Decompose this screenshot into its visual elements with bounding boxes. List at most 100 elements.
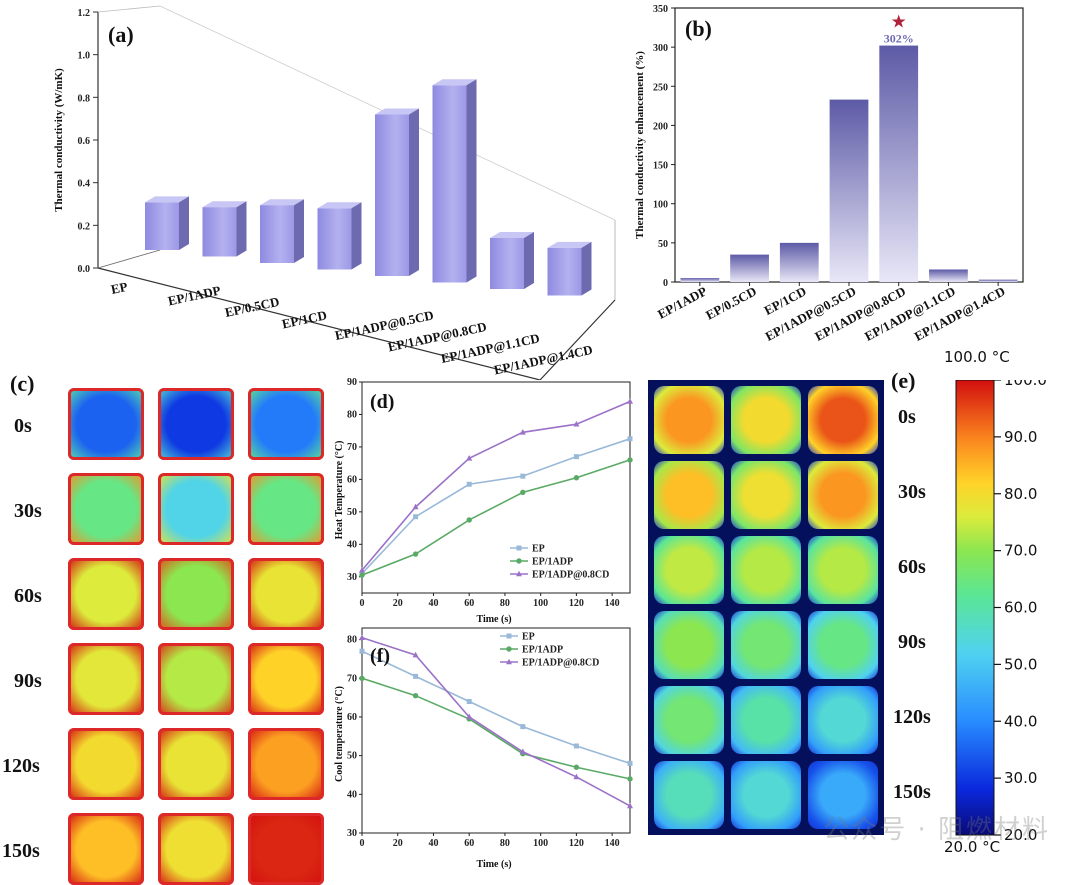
chart-d-legend-label: EP/1ADP xyxy=(532,557,573,568)
chart-d-point xyxy=(466,517,472,523)
chart-f-point xyxy=(573,764,580,770)
thermal-e-sample xyxy=(731,386,801,454)
colorbar-tick-label: 30.0 xyxy=(1004,769,1037,787)
chart-d-plot: 0 20 40 60 80 100 120 140 30 40 50 60 70 80 90 EP EP/1AD… xyxy=(347,377,633,609)
chart-d-xtick: 100 xyxy=(533,598,548,609)
chart-b-bars xyxy=(680,45,1018,282)
chart-d-point xyxy=(412,503,419,510)
thermal-e-sample xyxy=(731,686,801,754)
thermal-e-sample xyxy=(731,611,801,679)
thermal-c-sample xyxy=(248,813,324,885)
chart-a-bar xyxy=(202,201,247,257)
colorbar-tick-label: 90.0 xyxy=(1004,428,1037,446)
chart-d-point xyxy=(466,481,472,487)
chart-d-point xyxy=(573,420,580,427)
chart-d-point xyxy=(627,436,633,442)
panel-label-a: (a) xyxy=(108,22,134,47)
chart-f-point xyxy=(466,713,473,720)
chart-a-ytick: 0.6 xyxy=(78,136,91,147)
chart-f-ytick: 60 xyxy=(347,712,357,723)
chart-f-point xyxy=(627,802,633,809)
panel-label-b: (b) xyxy=(685,16,712,41)
colorbar-tick-label: 20.0 xyxy=(1004,826,1037,840)
chart-f-point xyxy=(573,743,579,749)
thermal-e-sample xyxy=(731,461,801,529)
chart-d-xtick: 60 xyxy=(464,598,474,609)
chart-d-xtick: 140 xyxy=(605,598,620,609)
thermal-c-sample xyxy=(248,728,324,800)
thermal-e-sample xyxy=(808,686,878,754)
thermal-c-time-label: 90s xyxy=(14,670,42,692)
chart-b-bar xyxy=(929,269,968,282)
thermal-e-time-label: 120s xyxy=(893,706,931,728)
colorbar-tick-label: 80.0 xyxy=(1004,485,1037,503)
chart-f-xtick: 120 xyxy=(569,838,584,849)
chart-b-category-label: EP/1ADP xyxy=(655,283,709,321)
thermal-e-grid xyxy=(654,386,878,829)
thermal-e-time-label: 90s xyxy=(898,631,926,653)
chart-f-point xyxy=(359,675,365,681)
thermal-e-sample xyxy=(654,686,724,754)
chart-b-category-label: EP/0.5CD xyxy=(703,283,759,322)
colorbar-tick-label: 50.0 xyxy=(1004,655,1037,673)
thermal-c-sample xyxy=(158,728,234,800)
chart-f-ylabel: Cool temperature (°C) xyxy=(334,686,345,782)
chart-f-point xyxy=(520,724,526,730)
chart-f-ytick: 30 xyxy=(347,828,357,839)
chart-b-ytick: 300 xyxy=(653,43,668,54)
chart-f: 0 20 40 60 80 100 120 140 30 40 50 60 70 80 EP EP/1ADP E… xyxy=(334,627,633,870)
thermal-c-sample xyxy=(248,558,324,630)
chart-b-ytick: 350 xyxy=(653,4,668,15)
chart-f-series-line xyxy=(361,677,631,780)
thermal-c-time-label: 60s xyxy=(14,585,42,607)
chart-d-ytick: 30 xyxy=(347,572,357,583)
chart-a-bar xyxy=(317,202,362,270)
chart-b-ytick: 50 xyxy=(658,239,668,250)
chart-b-ytick: 250 xyxy=(653,82,668,93)
chart-b-bar xyxy=(779,242,819,282)
chart-d-xtick: 0 xyxy=(360,598,365,609)
chart-f-xtick: 40 xyxy=(428,838,438,849)
chart-b: (b) 0 50 100 150 200 250 300 350 EP/1ADPEP/0.5C… xyxy=(634,4,1024,344)
chart-d: 0 20 40 60 80 100 120 140 30 40 50 60 70 80 90 EP EP/1AD… xyxy=(334,377,633,625)
chart-a: (a) 0.0 0.2 0.4 0.6 0.8 1.0 1.2 EP EP/1ADP EP/0.… xyxy=(53,5,616,380)
chart-f-point xyxy=(413,673,419,679)
chart-d-point xyxy=(627,398,633,404)
chart-d-point xyxy=(520,473,526,479)
thermal-c-sample xyxy=(158,643,234,715)
thermal-c-sample xyxy=(248,643,324,715)
chart-a-bar xyxy=(260,199,304,263)
thermal-c-time-label: 0s xyxy=(14,415,32,437)
thermal-c-sample xyxy=(248,388,324,460)
chart-d-legend-marker xyxy=(516,570,522,577)
thermal-e-sample xyxy=(731,761,801,829)
chart-f-ytick: 50 xyxy=(347,751,357,762)
colorbar-tick-label: 100.0 xyxy=(1004,380,1047,389)
chart-f-xtick: 20 xyxy=(393,838,403,849)
thermal-c-sample xyxy=(68,558,144,630)
chart-d-legend-label: EP xyxy=(532,544,545,555)
thermal-c-time-label: 30s xyxy=(14,500,42,522)
chart-d-point xyxy=(519,429,526,435)
chart-d-point xyxy=(573,454,579,460)
chart-d-point xyxy=(413,514,419,520)
chart-d-point xyxy=(520,489,526,496)
chart-b-bar xyxy=(978,279,1018,282)
thermal-c-sample xyxy=(158,813,234,885)
thermal-e-sample xyxy=(654,536,724,604)
chart-a-ytick: 1.0 xyxy=(78,51,91,62)
chart-a-category-label: EP/1CD xyxy=(281,307,329,331)
chart-d-legend-marker xyxy=(516,558,522,564)
chart-a-bar xyxy=(375,108,419,276)
chart-d-xtick: 120 xyxy=(569,598,584,609)
chart-a-axes: 0.0 0.2 0.4 0.6 0.8 1.0 1.2 xyxy=(78,5,616,380)
chart-d-ytick: 70 xyxy=(347,442,357,453)
thermal-e-panel: 0s 30s 60s 90s 120s 150s (e) 100.0 °C 20.0 °C… xyxy=(648,348,1080,874)
colorbar-gradient xyxy=(955,380,995,836)
thermal-c-sample xyxy=(158,388,234,460)
chart-f-legend-marker xyxy=(506,633,512,639)
chart-d-point xyxy=(359,566,365,573)
chart-a-bars xyxy=(145,79,592,296)
chart-f-xtick: 100 xyxy=(533,838,548,849)
chart-a-ytick: 0.8 xyxy=(78,93,91,104)
